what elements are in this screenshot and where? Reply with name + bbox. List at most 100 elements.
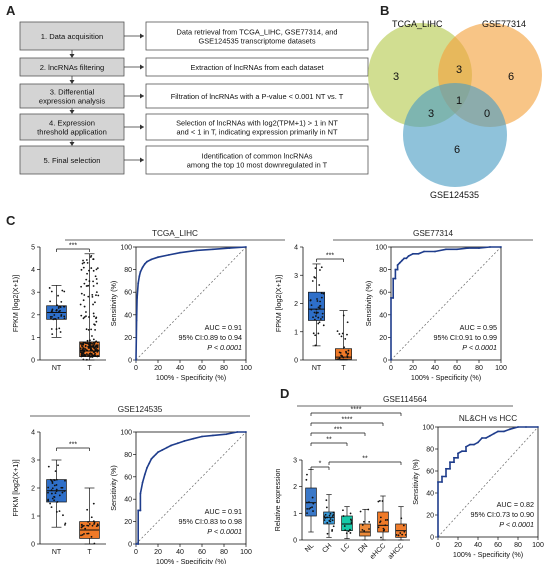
data-point (349, 512, 352, 515)
box-body (341, 515, 353, 532)
data-point (57, 294, 59, 297)
workflow-step-description: Selection of lncRNAs with log2(TPM+1) > … (176, 119, 338, 128)
data-point (386, 518, 389, 521)
data-point (346, 333, 348, 336)
y-tick-label: 60 (426, 469, 434, 476)
data-point (92, 280, 94, 283)
data-point (308, 501, 310, 504)
x-tick-label: 0 (389, 365, 393, 372)
boxplot-chart: TCGA_LIHC 0 1 2 3 4 5 FPKM [log2(X+1)] NT T *** (11, 229, 285, 372)
data-point (377, 500, 380, 503)
y-tick-label: 100 (422, 425, 434, 432)
roc-point (489, 246, 491, 248)
data-point (81, 354, 84, 357)
data-point (54, 492, 57, 495)
data-point (377, 526, 380, 529)
data-point (55, 510, 58, 513)
venn-count-gse124-only: 6 (454, 144, 460, 156)
y-tick-label: 3 (293, 458, 297, 465)
data-point (315, 311, 318, 314)
data-point (92, 269, 95, 272)
roc-point (485, 437, 487, 439)
workflow-step-label: expression analysis (39, 97, 105, 106)
workflow-step-description: Extraction of lncRNAs from each dataset (190, 63, 323, 72)
data-point (314, 334, 317, 337)
roc-point (179, 251, 181, 254)
roc-chart: 0 20 40 60 80 100 0 20 40 60 80 100 100% - Specifici… (364, 245, 507, 383)
significance-label: ** (326, 437, 332, 444)
data-point (368, 520, 371, 523)
significance-label: **** (351, 407, 362, 414)
y-tick-label: 80 (124, 267, 132, 274)
roc-point (465, 450, 467, 453)
data-point (90, 342, 92, 345)
box-body (323, 511, 335, 525)
data-point (382, 527, 385, 530)
data-point (82, 352, 84, 355)
x-tick-label: 0 (436, 542, 440, 549)
venn-diagram: TCGA_LIHC GSE77314 GSE124535 3 6 6 3 3 0… (368, 19, 542, 200)
data-point (326, 516, 329, 519)
data-point (316, 300, 319, 302)
data-point (92, 303, 94, 306)
workflow-desc-box (145, 113, 369, 141)
auc-annotation: AUC = 0.91 (205, 323, 242, 332)
data-point (93, 315, 95, 318)
data-point (47, 486, 50, 489)
data-point (306, 473, 308, 476)
x-tick-label: 80 (475, 365, 483, 372)
data-point (93, 523, 95, 525)
workflow-step-description: GSE124535 transcriptome datasets (198, 37, 315, 46)
data-point (322, 324, 325, 327)
data-point (361, 524, 364, 526)
significance-label: *** (69, 442, 77, 449)
data-point (88, 280, 91, 282)
x-tick-label: eHCC (369, 542, 387, 560)
roc-point (139, 270, 142, 273)
data-point (311, 506, 313, 509)
data-point (341, 355, 344, 357)
data-point (332, 525, 335, 528)
roc-point (192, 437, 195, 440)
data-point (47, 465, 50, 468)
data-point (329, 518, 332, 520)
y-tick-label: 40 (124, 497, 132, 504)
roc-point (401, 259, 403, 262)
data-point (93, 354, 96, 357)
roc-point (489, 434, 491, 437)
x-tick-label: DN (357, 542, 369, 554)
x-tick-label: NL (304, 542, 315, 553)
y-tick-label: 80 (379, 267, 387, 274)
y-tick-label: 0 (294, 358, 298, 365)
roc-point (143, 473, 146, 476)
x-tick-label: 100 (240, 549, 252, 556)
roc-curve (437, 426, 538, 537)
roc-point (423, 250, 425, 253)
roc-point (465, 445, 467, 448)
data-point (49, 502, 52, 505)
data-point (47, 498, 50, 501)
data-point (314, 344, 317, 347)
data-point (344, 338, 347, 340)
data-point (84, 348, 87, 350)
data-point (54, 470, 57, 473)
roc-chart: NL&CH vs HCC 0 20 40 60 80 100 0 20 40 60 80 100 100%… (411, 414, 544, 559)
workflow-step-label: 3. Differential (50, 88, 95, 97)
roc-point (437, 536, 439, 538)
y-tick-label: 5 (31, 245, 35, 252)
data-point (85, 328, 88, 331)
data-point (83, 261, 86, 264)
data-point (322, 292, 325, 295)
data-point (343, 346, 346, 349)
x-tick-label: 40 (431, 365, 439, 372)
data-point (86, 508, 89, 511)
data-point (317, 316, 320, 319)
venn-count-gse77-only: 6 (508, 71, 514, 83)
roc-point (236, 431, 239, 433)
data-point (310, 308, 313, 311)
data-point (86, 272, 88, 275)
y-tick-label: 100 (375, 245, 387, 252)
y-tick-label: 3 (294, 273, 298, 280)
data-point (310, 304, 313, 307)
data-point (384, 519, 387, 521)
